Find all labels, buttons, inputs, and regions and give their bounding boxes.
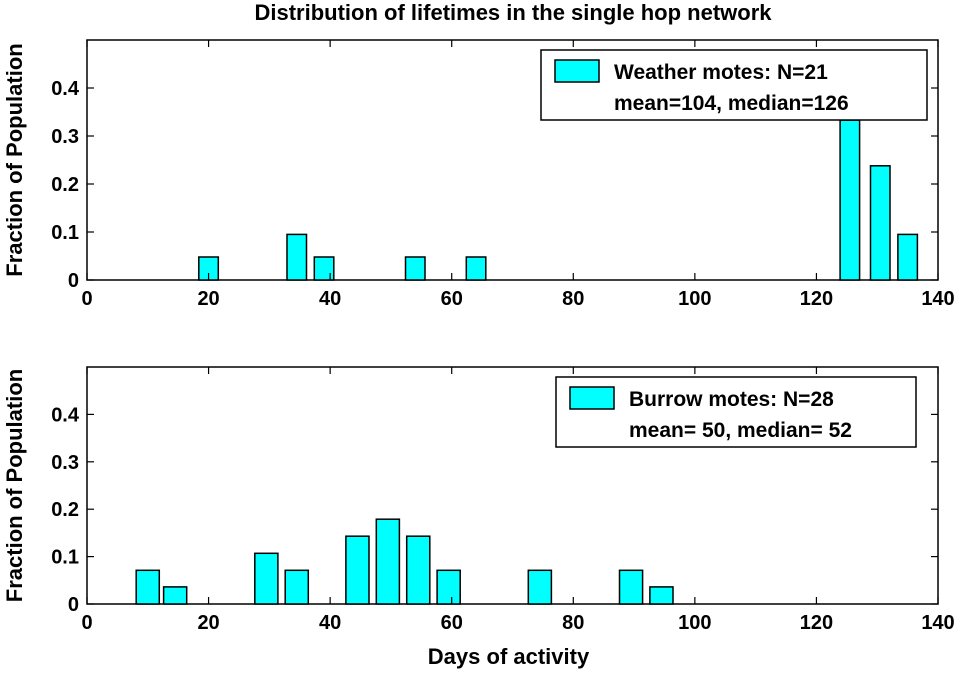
top-x-tick-label: 100: [678, 288, 711, 310]
bottom-x-tick-label: 80: [562, 612, 584, 634]
bottom-y-tick-label: 0.1: [51, 547, 79, 569]
bottom-chart-panel: 0 20 40 60 80 100 120 140 0 0.1 0.2 0.3 0.4 Fractio…: [2, 366, 955, 669]
bottom-y-tick-label: 0.2: [51, 499, 79, 521]
top-legend-swatch: [554, 59, 600, 83]
bottom-x-tick-label: 120: [800, 612, 833, 634]
bottom-legend-series-label: Burrow motes: N=28: [629, 388, 834, 411]
bottom-x-tick-label: 140: [921, 612, 954, 634]
top-y-axis-label: Fraction of Population: [2, 43, 27, 276]
top-y-tick-label: 0: [68, 270, 79, 292]
top-x-ticks: 0 20 40 60 80 100 120 140: [81, 40, 955, 310]
top-y-tick-label: 0.1: [51, 222, 79, 244]
bottom-bar: [649, 586, 674, 605]
top-bar: [839, 119, 861, 281]
top-x-tick-label: 120: [800, 288, 833, 310]
top-y-ticks: 0 0.1 0.2 0.3 0.4: [51, 78, 938, 292]
top-y-tick-label: 0.3: [51, 126, 79, 148]
bottom-bar: [135, 569, 161, 605]
bottom-bar: [527, 569, 553, 605]
bottom-x-axis-label: Days of activity: [428, 644, 590, 669]
top-legend: Weather motes: N=21 mean=104, median=126: [540, 49, 928, 121]
bottom-y-ticks: 0 0.1 0.2 0.3 0.4: [51, 404, 938, 616]
top-chart-panel: 0 20 40 60 80 100 120 140 0 0.1 0.2 0.3 0.4 Fractio…: [2, 39, 955, 310]
top-y-tick-label: 0.4: [51, 78, 80, 100]
top-bar: [404, 256, 426, 281]
bottom-bar: [345, 535, 370, 605]
bottom-x-tick-label: 100: [678, 612, 711, 634]
bottom-bars: [135, 518, 674, 605]
bottom-bar: [284, 569, 310, 605]
top-x-tick-label: 80: [562, 288, 584, 310]
bottom-legend-box: [555, 376, 917, 448]
bottom-bar: [405, 535, 431, 605]
top-x-tick-label: 0: [81, 288, 92, 310]
top-bar: [286, 233, 308, 281]
bottom-y-tick-label: 0.3: [51, 452, 79, 474]
bottom-x-tick-label: 20: [197, 612, 219, 634]
bottom-bar: [162, 586, 188, 605]
top-bars: [198, 119, 919, 281]
bottom-y-tick-label: 0.4: [51, 404, 80, 426]
bottom-x-ticks: 0 20 40 60 80 100 120 140: [81, 367, 955, 634]
bottom-x-tick-label: 60: [441, 612, 463, 634]
top-legend-series-label: Weather motes: N=21: [614, 61, 828, 84]
top-x-tick-label: 20: [197, 288, 219, 310]
bottom-legend-swatch: [569, 386, 615, 410]
top-bar: [465, 256, 487, 281]
top-bar: [897, 233, 919, 281]
bottom-bar: [375, 518, 401, 605]
top-x-tick-label: 140: [921, 288, 954, 310]
bottom-x-tick-label: 40: [319, 612, 341, 634]
top-bar: [869, 165, 891, 281]
bottom-x-tick-label: 0: [81, 612, 92, 634]
top-x-tick-label: 40: [319, 288, 341, 310]
top-x-tick-label: 60: [441, 288, 463, 310]
top-legend-box: [540, 49, 928, 121]
bottom-bar: [618, 569, 644, 605]
figure-title: Distribution of lifetimes in the single …: [254, 0, 772, 25]
bottom-legend: Burrow motes: N=28 mean= 50, median= 52: [555, 376, 917, 448]
bottom-legend-stats: mean= 50, median= 52: [629, 419, 852, 442]
top-bar: [313, 256, 335, 281]
bottom-y-tick-label: 0: [68, 594, 79, 616]
top-legend-stats: mean=104, median=126: [614, 92, 849, 115]
bottom-bar: [254, 552, 279, 605]
bottom-y-axis-label: Fraction of Population: [2, 369, 27, 602]
top-y-tick-label: 0.2: [51, 174, 79, 196]
bottom-bar: [436, 569, 461, 605]
